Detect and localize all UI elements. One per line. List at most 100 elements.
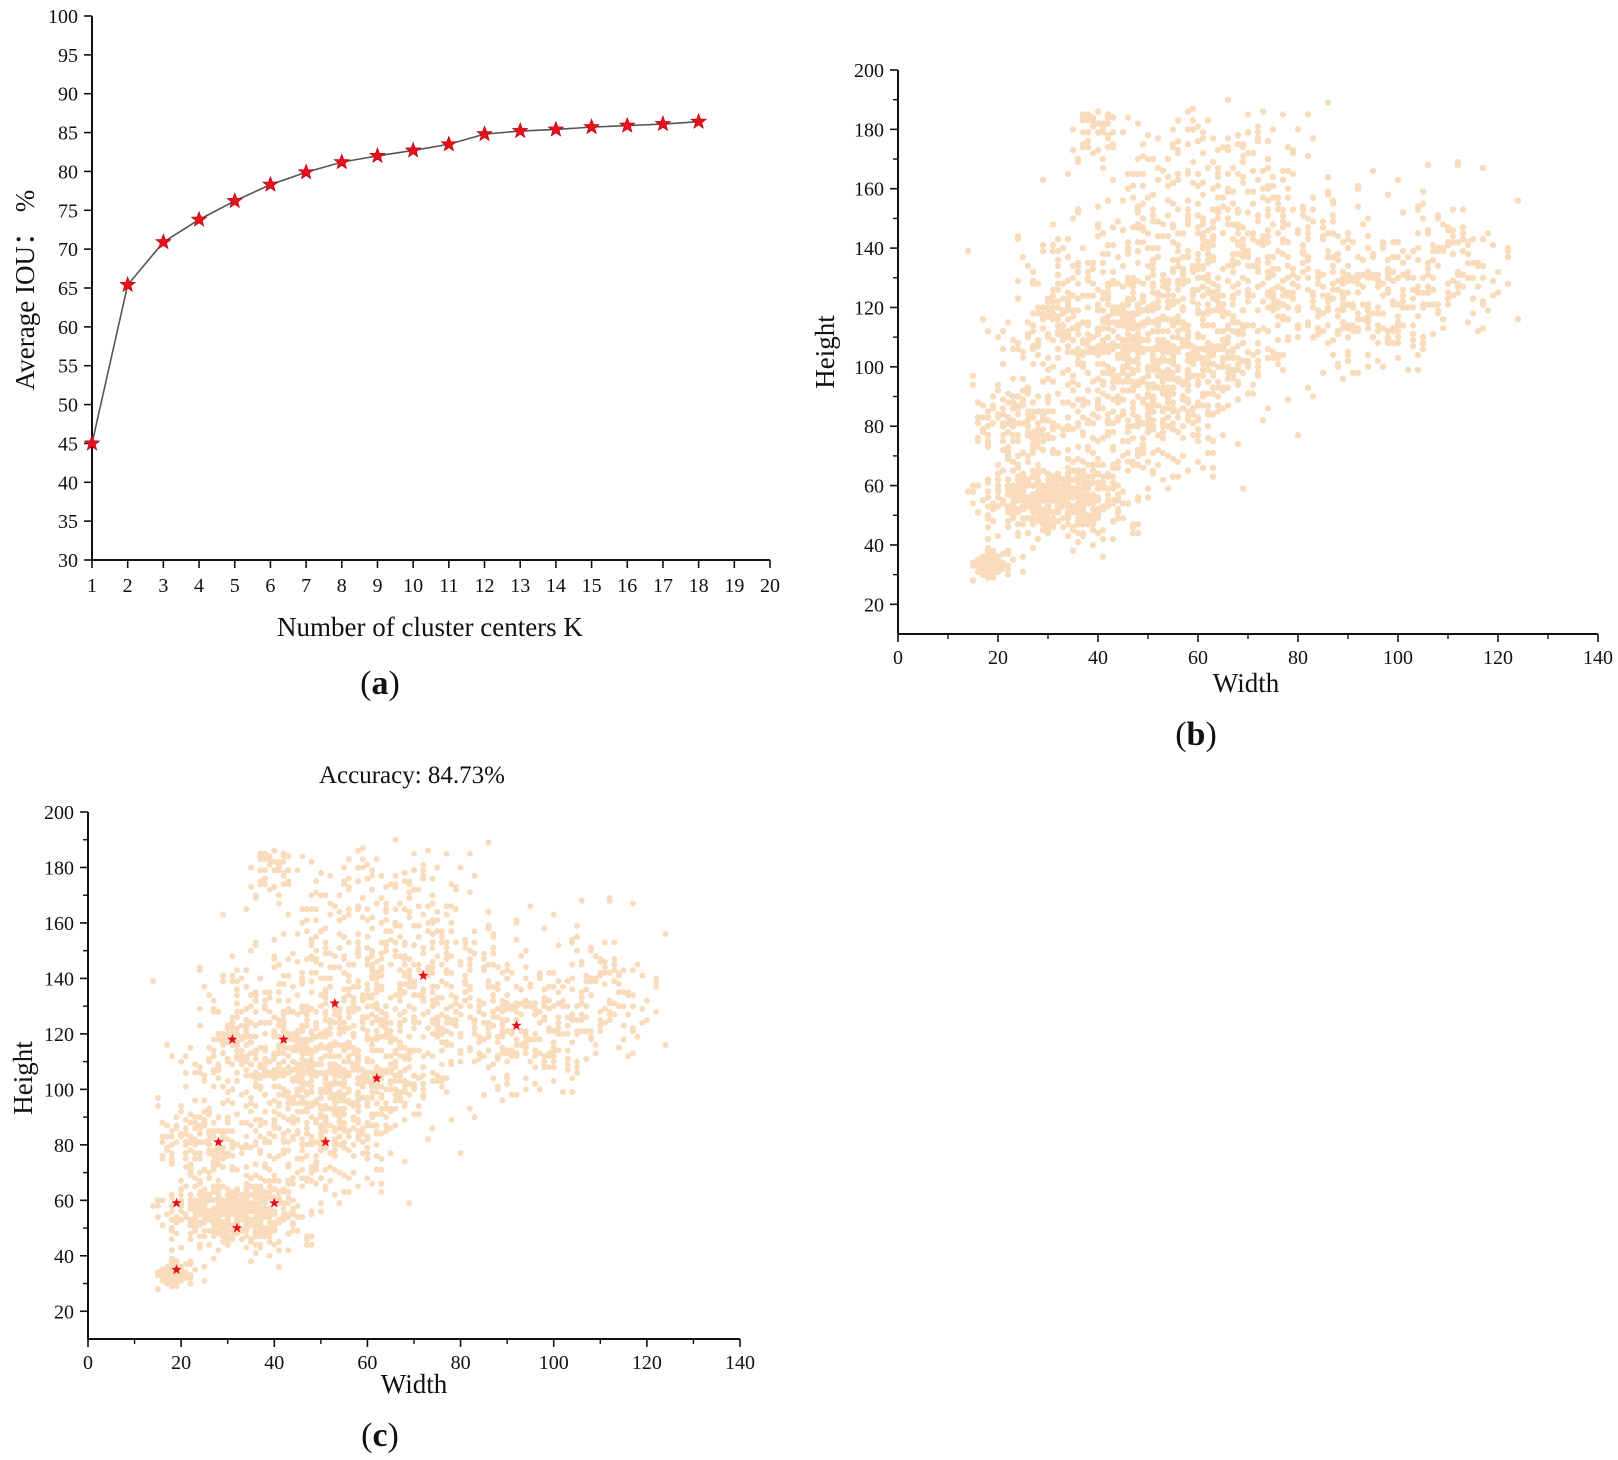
panel-c-data-point (154, 1214, 161, 1220)
panel-b-data-point (1094, 497, 1102, 504)
panel-c-data-point (313, 1152, 320, 1159)
panel-a-x-tick-label: 15 (582, 575, 602, 597)
panel-b-data-point (1099, 319, 1107, 326)
panel-b-data-point (1444, 289, 1452, 296)
panel-b-data-point (1379, 325, 1387, 332)
panel-b-data-point (1054, 423, 1062, 430)
panel-b-data-point (999, 360, 1007, 368)
panel-b-data-point (1154, 304, 1162, 311)
panel-b-data-point (1199, 310, 1207, 317)
panel-c-data-point (373, 975, 380, 982)
panel-b-data-point (1199, 191, 1207, 198)
panel-b-data-point (1109, 473, 1117, 480)
panel-b-data-point (1389, 253, 1397, 261)
panel-c-data-point (345, 986, 352, 993)
panel-c-data-point (275, 1083, 282, 1090)
panel-c-data-point (341, 1119, 348, 1126)
panel-b-data-point (1054, 328, 1062, 335)
panel-b-data-point (1119, 283, 1127, 290)
panel-b-data-point (1279, 167, 1287, 175)
panel-b-data-point (1064, 348, 1072, 356)
panel-c-data-point (350, 1030, 357, 1037)
panel-b-data-point (1179, 452, 1187, 460)
panel-c-data-point (303, 1241, 310, 1248)
panel-b-data-point (1274, 360, 1282, 368)
panel-c-data-point (322, 1017, 329, 1023)
panel-c-data-point (294, 1011, 301, 1018)
panel-b-data-point (1129, 529, 1137, 537)
panel-b-data-point (1014, 521, 1022, 528)
panel-c-data-point (387, 1019, 394, 1026)
panel-b-data-point (1034, 351, 1042, 359)
panel-b-data-point (1189, 420, 1197, 427)
panel-b-data-point (1044, 366, 1052, 373)
panel-b-data-point (1134, 354, 1142, 362)
panel-b-data-point (1144, 372, 1152, 379)
panel-c-data-point (397, 1011, 403, 1018)
panel-b-data-point (1169, 384, 1177, 391)
panel-c-data-point (355, 903, 362, 910)
panel-b-data-point (1339, 325, 1347, 332)
panel-b-data-point (1304, 230, 1312, 237)
panel-c-data-point (206, 1214, 213, 1220)
panel-b-data-point (1149, 218, 1157, 225)
panel-c-data-point (578, 897, 585, 904)
panel-b-data-point (1204, 277, 1212, 284)
panel-b-data-point (1124, 428, 1132, 436)
panel-b-data-point (1069, 402, 1077, 409)
panel-b-data-point (1084, 512, 1092, 519)
panel-c-data-point (494, 1014, 501, 1021)
panel-c-data-point (220, 1150, 227, 1157)
panel-c-data-point (266, 1166, 273, 1173)
panel-b-data-point (1374, 283, 1382, 290)
panel-b-data-point (1364, 351, 1372, 359)
panel-b-data-point (1124, 316, 1132, 323)
panel-b-data-point (1044, 521, 1052, 528)
panel-b-data-point (1179, 271, 1187, 278)
panel-b-data-point (1369, 274, 1377, 281)
panel-c-data-point (275, 1247, 282, 1254)
panel-c-data-point (271, 953, 278, 960)
panel-b-data-point (1079, 497, 1087, 504)
panel-c-data-point (406, 1033, 413, 1040)
panel-c-data-point (206, 1136, 213, 1143)
panel-b-data-point (1274, 322, 1282, 329)
panel-c-data-point (173, 1261, 180, 1268)
panel-b-data-point (1139, 280, 1147, 287)
panel-b-data-point (1104, 428, 1112, 436)
panel-b-data-point (1059, 399, 1067, 406)
panel-b-data-point (1264, 328, 1272, 335)
panel-c-data-point (373, 1122, 380, 1129)
panel-b-data-point (1094, 233, 1102, 240)
panel-c-data-point (411, 1083, 417, 1090)
panel-c-data-point (564, 1030, 571, 1037)
panel-c-data-point (229, 972, 236, 979)
panel-b-data-point (1009, 399, 1017, 406)
panel-b-data-point (1379, 310, 1387, 317)
panel-b-data-point (1174, 328, 1182, 335)
panel-c-data-point (322, 1080, 329, 1087)
panel-c-data-point (639, 972, 646, 979)
panel-c-data-point (359, 1019, 366, 1026)
panel-c-data-point (271, 1186, 278, 1193)
panel-c-data-point (331, 1053, 338, 1060)
panel-b-x-tick-label: 20 (988, 647, 1008, 669)
panel-c-data-point (234, 1000, 240, 1007)
panel-b-data-point (994, 556, 1002, 563)
panel-c-data-point (574, 922, 580, 929)
panel-b-data-point (1094, 203, 1102, 210)
panel-c-data-point (434, 917, 441, 924)
panel-b-data-point (999, 467, 1007, 474)
panel-b-data-point (1184, 141, 1192, 148)
panel-c-data-point (387, 1069, 394, 1076)
panel-b-data-point (1024, 408, 1032, 415)
panel-c-data-point (541, 1053, 548, 1060)
panel-c-data-point (192, 1125, 199, 1132)
panel-b-data-point (1164, 298, 1172, 305)
panel-b-data-point (1309, 218, 1317, 225)
panel-c-data-point (420, 994, 427, 1001)
panel-b-data-point (1414, 313, 1422, 320)
panel-b-data-point (1329, 280, 1337, 287)
panel-b-data-point (1219, 203, 1227, 210)
panel-b-data-point (1409, 274, 1417, 281)
